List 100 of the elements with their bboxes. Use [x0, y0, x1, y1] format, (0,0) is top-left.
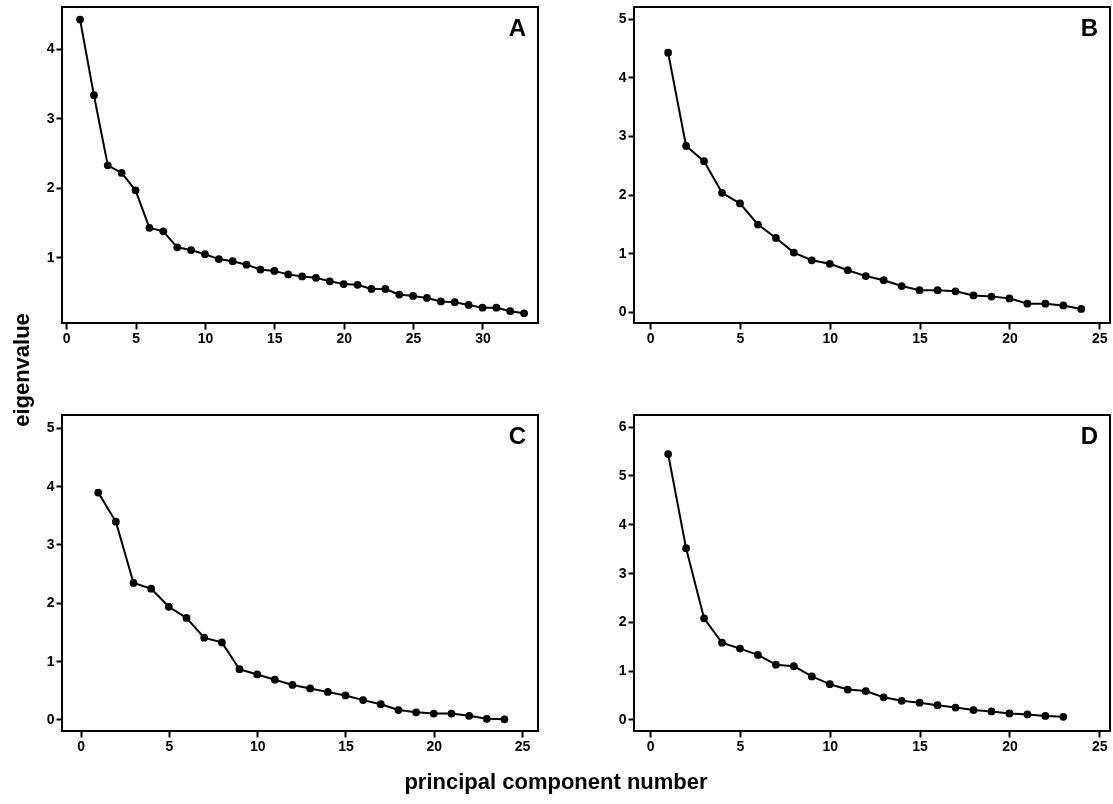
- x-tick-label: 25: [405, 329, 422, 346]
- point: [465, 711, 473, 720]
- x-tick-label: 5: [165, 737, 174, 754]
- y-tick-label: 1: [46, 248, 55, 265]
- y-tick-label: 1: [46, 652, 55, 669]
- point: [482, 714, 491, 723]
- point: [1005, 709, 1014, 718]
- x-tick-label: 20: [426, 737, 443, 754]
- point: [76, 15, 84, 24]
- point: [253, 670, 262, 679]
- point: [807, 256, 816, 265]
- point: [700, 614, 708, 623]
- point: [423, 294, 431, 302]
- point: [256, 265, 265, 274]
- y-tick-label: 3: [618, 564, 627, 581]
- point: [381, 285, 390, 293]
- y-tick-label: 4: [46, 477, 55, 494]
- point: [843, 685, 852, 694]
- point: [1041, 299, 1050, 308]
- point: [915, 286, 924, 295]
- x-tick-label: 30: [475, 329, 491, 346]
- point: [1041, 712, 1050, 720]
- point: [103, 161, 112, 170]
- point: [951, 703, 960, 712]
- y-tick-label: 4: [618, 515, 627, 532]
- point: [214, 255, 223, 263]
- y-tick-label: 0: [618, 303, 627, 320]
- x-tick-label: 20: [1002, 329, 1018, 346]
- point: [131, 186, 140, 195]
- point: [312, 273, 320, 282]
- point: [879, 276, 888, 285]
- point: [187, 246, 195, 254]
- y-tick-label: 1: [618, 662, 627, 679]
- point: [117, 169, 126, 177]
- point: [1077, 305, 1086, 313]
- point: [664, 450, 672, 458]
- point: [436, 297, 445, 306]
- x-tick-label: 20: [336, 329, 353, 346]
- point: [145, 223, 154, 232]
- chart-title: A: [508, 14, 526, 41]
- point: [915, 698, 924, 707]
- point: [682, 544, 690, 552]
- point: [112, 517, 120, 526]
- point: [718, 188, 726, 197]
- point: [718, 638, 726, 647]
- y-tick-label: 3: [46, 535, 55, 552]
- y-tick-label: 1: [618, 244, 627, 261]
- point: [450, 298, 459, 307]
- point: [969, 291, 978, 300]
- point: [412, 708, 420, 717]
- x-tick-label: 15: [267, 329, 283, 346]
- x-tick-label: 0: [62, 329, 71, 346]
- point: [1023, 299, 1032, 308]
- x-tick-label: 5: [736, 329, 745, 346]
- x-tick-label: 10: [249, 737, 266, 754]
- point: [789, 662, 798, 671]
- point: [825, 259, 834, 268]
- point: [951, 287, 960, 296]
- x-tick-label: 15: [338, 737, 354, 754]
- point: [94, 488, 103, 497]
- y-tick-label: 2: [46, 179, 55, 196]
- point: [217, 638, 226, 647]
- point: [772, 234, 780, 242]
- x-tick-label: 25: [1091, 737, 1108, 754]
- point: [325, 277, 334, 286]
- chart-title: B: [1080, 14, 1098, 41]
- point: [201, 250, 209, 259]
- point: [341, 691, 350, 700]
- chart-title: D: [1080, 422, 1098, 449]
- point: [1005, 294, 1014, 303]
- y-tick-label: 2: [46, 594, 55, 611]
- point: [447, 709, 456, 718]
- point: [164, 602, 173, 611]
- point: [298, 272, 306, 281]
- y-tick-label: 5: [46, 419, 55, 436]
- point: [897, 696, 906, 705]
- x-axis-title: principal component number: [404, 769, 708, 795]
- y-tick-label: 3: [46, 109, 55, 126]
- point: [861, 272, 870, 280]
- point: [736, 199, 744, 208]
- point: [879, 693, 888, 702]
- point: [754, 651, 762, 659]
- point: [228, 257, 237, 266]
- y-tick-label: 4: [46, 40, 55, 57]
- point: [861, 687, 870, 695]
- x-tick-label: 10: [822, 329, 839, 346]
- x-tick-label: 5: [736, 737, 745, 754]
- point: [376, 700, 385, 709]
- point: [395, 290, 404, 299]
- point: [359, 696, 368, 704]
- point: [270, 675, 279, 684]
- point: [394, 706, 403, 714]
- point: [682, 142, 690, 150]
- point: [367, 285, 376, 293]
- point: [306, 684, 315, 693]
- point: [933, 286, 942, 295]
- point: [969, 706, 978, 714]
- point: [825, 680, 834, 689]
- point: [492, 303, 501, 312]
- point: [159, 227, 168, 236]
